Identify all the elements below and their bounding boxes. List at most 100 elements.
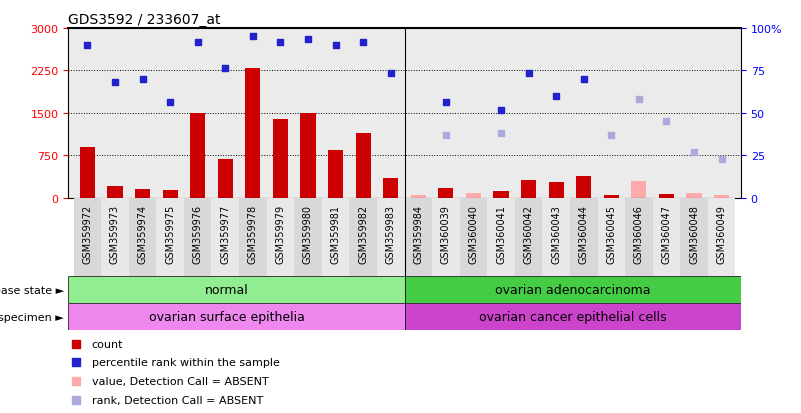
Text: normal: normal bbox=[205, 284, 248, 297]
Bar bbox=[686, 194, 702, 198]
Text: GSM360048: GSM360048 bbox=[689, 204, 699, 263]
Bar bbox=[405, 277, 741, 304]
Point bbox=[440, 99, 453, 106]
Bar bbox=[294, 198, 322, 277]
Text: GSM359981: GSM359981 bbox=[331, 204, 340, 263]
Bar bbox=[135, 189, 150, 198]
Bar bbox=[68, 304, 405, 330]
Bar bbox=[487, 198, 515, 277]
Bar bbox=[107, 187, 123, 198]
Point bbox=[219, 65, 231, 72]
Bar bbox=[129, 198, 156, 277]
Text: GSM359980: GSM359980 bbox=[303, 204, 313, 263]
Bar bbox=[653, 198, 680, 277]
Text: GSM360041: GSM360041 bbox=[496, 204, 506, 263]
Text: specimen ►: specimen ► bbox=[0, 312, 64, 322]
Text: GSM360047: GSM360047 bbox=[662, 204, 671, 263]
Point bbox=[70, 377, 83, 384]
Point bbox=[136, 76, 149, 83]
Text: GSM359982: GSM359982 bbox=[358, 204, 368, 263]
Point bbox=[109, 79, 122, 86]
Text: count: count bbox=[91, 339, 123, 349]
Point bbox=[660, 119, 673, 125]
Bar bbox=[631, 181, 646, 198]
Text: GSM360043: GSM360043 bbox=[551, 204, 562, 263]
Text: GSM359978: GSM359978 bbox=[248, 204, 258, 263]
Text: rank, Detection Call = ABSENT: rank, Detection Call = ABSENT bbox=[91, 394, 263, 405]
Bar bbox=[356, 133, 371, 198]
Bar bbox=[542, 198, 570, 277]
Text: GSM359984: GSM359984 bbox=[413, 204, 423, 263]
Point bbox=[578, 76, 590, 83]
Bar bbox=[493, 192, 509, 198]
Bar bbox=[184, 198, 211, 277]
Text: percentile rank within the sample: percentile rank within the sample bbox=[91, 357, 280, 368]
Point bbox=[70, 359, 83, 366]
Point bbox=[440, 133, 453, 140]
Point bbox=[356, 40, 369, 46]
Bar bbox=[570, 198, 598, 277]
Point bbox=[70, 396, 83, 403]
Point bbox=[605, 133, 618, 140]
Bar bbox=[460, 198, 487, 277]
Bar bbox=[328, 150, 343, 198]
Text: GDS3592 / 233607_at: GDS3592 / 233607_at bbox=[68, 12, 220, 26]
Text: GSM360042: GSM360042 bbox=[524, 204, 533, 263]
Point bbox=[494, 130, 507, 137]
Bar bbox=[405, 304, 741, 330]
Bar bbox=[349, 198, 377, 277]
Text: GSM359976: GSM359976 bbox=[193, 204, 203, 263]
Bar bbox=[521, 180, 536, 198]
Text: GSM359979: GSM359979 bbox=[276, 204, 285, 263]
Bar bbox=[273, 119, 288, 198]
Text: ovarian adenocarcinoma: ovarian adenocarcinoma bbox=[495, 284, 650, 297]
Bar bbox=[659, 195, 674, 198]
Point bbox=[687, 150, 700, 157]
Text: GSM359983: GSM359983 bbox=[386, 204, 396, 263]
Point bbox=[329, 43, 342, 49]
Point bbox=[81, 43, 94, 49]
Point bbox=[549, 93, 562, 100]
Text: GSM360049: GSM360049 bbox=[717, 204, 727, 263]
Bar bbox=[625, 198, 653, 277]
Text: GSM360045: GSM360045 bbox=[606, 204, 616, 263]
Text: GSM360040: GSM360040 bbox=[469, 204, 478, 263]
Bar bbox=[300, 114, 316, 198]
Bar bbox=[576, 177, 591, 198]
Point bbox=[494, 107, 507, 114]
Bar bbox=[239, 198, 267, 277]
Point bbox=[384, 71, 397, 77]
Bar bbox=[604, 195, 619, 198]
Bar bbox=[714, 195, 729, 198]
Bar bbox=[405, 198, 432, 277]
Point bbox=[247, 34, 260, 40]
Text: GSM360039: GSM360039 bbox=[441, 204, 451, 263]
Text: GSM360046: GSM360046 bbox=[634, 204, 644, 263]
Bar bbox=[68, 277, 405, 304]
Bar bbox=[708, 198, 735, 277]
Bar bbox=[211, 198, 239, 277]
Bar bbox=[267, 198, 294, 277]
Point bbox=[633, 96, 646, 103]
Text: GSM359977: GSM359977 bbox=[220, 204, 230, 263]
Bar bbox=[466, 194, 481, 198]
Bar bbox=[515, 198, 542, 277]
Bar bbox=[680, 198, 708, 277]
Bar bbox=[322, 198, 349, 277]
Text: GSM360044: GSM360044 bbox=[579, 204, 589, 263]
Bar bbox=[598, 198, 625, 277]
Point bbox=[70, 340, 83, 347]
Text: GSM359973: GSM359973 bbox=[110, 204, 120, 263]
Point bbox=[274, 40, 287, 46]
Bar bbox=[432, 198, 460, 277]
Bar bbox=[438, 188, 453, 198]
Text: GSM359974: GSM359974 bbox=[138, 204, 147, 263]
Bar bbox=[74, 198, 101, 277]
Bar bbox=[245, 69, 260, 198]
Text: GSM359972: GSM359972 bbox=[83, 204, 92, 263]
Point bbox=[522, 71, 535, 77]
Bar bbox=[190, 114, 205, 198]
Bar bbox=[163, 191, 178, 198]
Bar bbox=[218, 160, 233, 198]
Text: value, Detection Call = ABSENT: value, Detection Call = ABSENT bbox=[91, 376, 268, 386]
